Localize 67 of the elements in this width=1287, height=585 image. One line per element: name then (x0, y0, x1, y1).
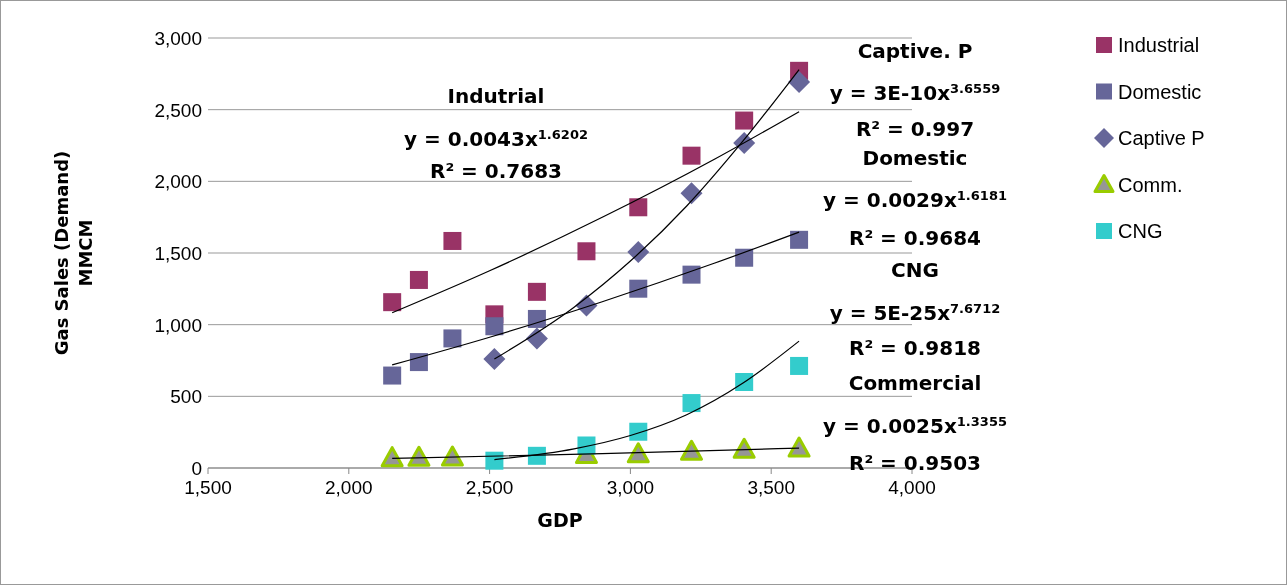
legend-label: Captive P (1118, 127, 1205, 149)
annotation: CNG (891, 258, 939, 282)
x-tick-label: 1,500 (184, 477, 232, 498)
point (680, 439, 704, 461)
legend-label: CNG (1118, 220, 1163, 242)
point (680, 182, 703, 205)
annotation: Domestic (862, 146, 968, 170)
point (443, 231, 462, 250)
point (735, 248, 754, 267)
annotation: R² = 0.997 (855, 117, 975, 141)
legend-label: Domestic (1118, 80, 1202, 103)
y-tick-label: 2,000 (154, 171, 202, 193)
point (735, 111, 754, 130)
point (483, 348, 506, 371)
point (790, 356, 809, 375)
y-tick-label: 500 (170, 386, 202, 408)
point (629, 279, 648, 298)
point (409, 353, 428, 372)
annotation: y = 0.0043x$^{1.6202}$ (404, 126, 588, 151)
y-tick-label: 2,500 (154, 99, 202, 121)
annotation: Commercial (848, 371, 982, 395)
point (626, 442, 650, 464)
y-tick-label: 1,000 (154, 314, 202, 336)
y-axis-title: Gas Sales (Demand) MMCM (51, 150, 96, 356)
point (732, 437, 756, 459)
point (788, 71, 811, 93)
annotation: y = 0.0029x$^{1.6181}$ (823, 187, 1007, 212)
point (407, 445, 431, 467)
x-tick-label: 3,500 (747, 477, 795, 498)
annotation: R² = 0.9503 (848, 451, 982, 475)
point (383, 293, 402, 312)
legend-label: Industrial (1118, 34, 1200, 56)
point (682, 146, 701, 165)
point (629, 198, 648, 217)
y-tick-label: 3,000 (154, 28, 202, 49)
point (409, 270, 428, 289)
annotation: y = 3E-10x$^{3.6559}$ (829, 80, 1001, 105)
annotation: y = 5E-25x$^{7.6712}$ (829, 300, 1001, 325)
x-tick-label: 4,000 (888, 477, 936, 498)
annotation: R² = 0.7683 (429, 159, 563, 183)
y-tick-label: 1,500 (154, 243, 202, 264)
x-tick-label: 2,500 (465, 477, 514, 498)
point (682, 394, 701, 413)
point (485, 317, 504, 336)
point (629, 422, 648, 441)
point (525, 327, 548, 350)
y-tick-label: 0 (191, 458, 202, 479)
annotation: Captive. P (857, 39, 973, 63)
point (735, 373, 754, 391)
point (380, 446, 404, 468)
point (443, 329, 462, 348)
point (787, 436, 811, 458)
legend-label: Comm. (1118, 173, 1183, 196)
point (577, 242, 596, 261)
point (682, 265, 701, 284)
point (527, 282, 546, 301)
annotation: Indutrial (447, 84, 545, 108)
x-axis-title: GDP (537, 509, 583, 531)
annotation: R² = 0.9818 (848, 336, 982, 360)
x-tick-label: 2,000 (325, 477, 373, 498)
point (383, 366, 402, 385)
annotation: y = 0.0025x$^{1.3355}$ (823, 413, 1007, 438)
point (790, 230, 809, 249)
point (527, 309, 546, 328)
x-tick-label: 3,000 (606, 477, 655, 498)
point (627, 241, 650, 263)
annotation: R² = 0.9684 (848, 226, 982, 250)
